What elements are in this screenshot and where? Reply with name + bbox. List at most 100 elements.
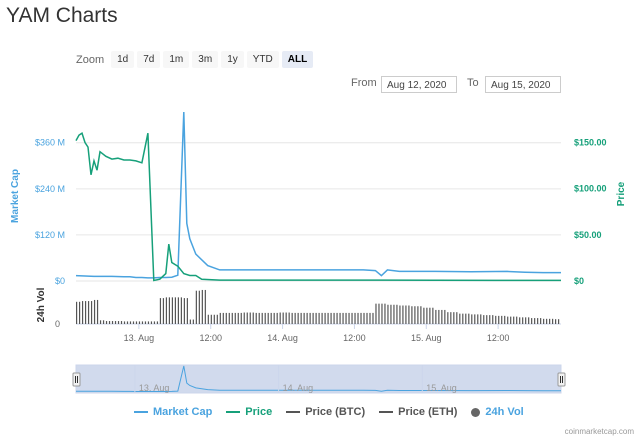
volume-bar <box>423 307 425 324</box>
volume-axis-tick-label: 0 <box>55 319 60 329</box>
volume-bar <box>525 317 527 324</box>
zoom-label: Zoom <box>76 53 105 66</box>
volume-bar <box>231 312 233 324</box>
volume-bar <box>165 297 168 324</box>
volume-bar <box>408 305 410 324</box>
price-chart[interactable]: $0 $120 M $240 M $360 M $0 $50.00 $100.00 $150.… <box>0 0 640 400</box>
left-axis-tick-label: $0 <box>55 276 65 286</box>
volume-bar <box>195 290 197 324</box>
legend-price[interactable]: Price <box>226 406 272 418</box>
volume-bar <box>153 321 156 324</box>
volume-bar <box>162 298 165 324</box>
volume-bar <box>552 318 554 324</box>
navigator-mask <box>75 364 562 394</box>
volume-bar <box>546 318 548 324</box>
from-date-input[interactable]: Aug 12, 2020 <box>381 76 457 93</box>
legend-market-cap[interactable]: Market Cap <box>134 406 212 418</box>
legend-line-icon <box>134 411 148 413</box>
volume-bar <box>495 315 497 324</box>
volume-bar <box>126 321 129 324</box>
volume-bar <box>378 303 380 324</box>
volume-bar <box>435 309 437 324</box>
volume-bar <box>357 312 359 324</box>
volume-bar <box>327 312 329 324</box>
credit-text: coinmarketcap.com <box>564 427 634 436</box>
legend-price-btc[interactable]: Price (BTC) <box>286 406 365 418</box>
volume-bar <box>132 321 135 324</box>
volume-bar <box>558 319 560 324</box>
volume-axis-title: 24h Vol <box>36 287 47 322</box>
navigator-label: 13. Aug <box>139 383 170 393</box>
volume-bar <box>384 303 386 324</box>
volume-bar <box>504 315 506 324</box>
volume-bar <box>480 314 482 324</box>
volume-bar <box>168 297 171 324</box>
volume-bar <box>267 312 269 324</box>
volume-bar <box>270 312 272 324</box>
volume-bar <box>156 321 159 324</box>
volume-bar <box>336 312 338 324</box>
volume-bar <box>105 321 108 324</box>
volume-bar <box>342 312 344 324</box>
volume-bar <box>426 307 428 324</box>
volume-bar <box>381 303 383 324</box>
volume-bar <box>489 315 491 324</box>
volume-bar <box>555 319 557 324</box>
volume-bar <box>99 320 102 324</box>
navigator-handle[interactable] <box>557 372 566 387</box>
navigator-label: 15. Aug <box>426 383 457 393</box>
volume-bar <box>78 301 81 324</box>
volume-bar <box>318 312 320 324</box>
volume-bar <box>177 297 179 324</box>
volume-bar <box>522 317 524 324</box>
legend-24h-vol[interactable]: 24h Vol <box>471 406 524 418</box>
volume-bar <box>123 321 126 324</box>
volume-bar <box>255 312 257 324</box>
volume-bar <box>291 312 293 324</box>
volume-bar <box>513 316 515 324</box>
volume-bar <box>273 312 275 324</box>
left-axis-tick-label: $240 M <box>35 184 65 194</box>
volume-bar <box>465 313 467 324</box>
zoom-3m-button[interactable]: 3m <box>192 51 219 68</box>
volume-bar <box>192 319 194 324</box>
volume-bar <box>432 307 434 324</box>
page-title: YAM Charts <box>6 4 118 27</box>
volume-bar <box>387 304 389 324</box>
zoom-7d-button[interactable]: 7d <box>137 51 161 68</box>
volume-bar <box>324 312 326 324</box>
volume-bar <box>180 297 182 324</box>
volume-bar <box>207 314 209 324</box>
volume-bar <box>399 305 401 324</box>
volume-bar <box>411 306 413 324</box>
volume-bar <box>183 298 185 324</box>
volume-bar <box>447 312 449 324</box>
volume-bar <box>429 307 431 324</box>
volume-bar <box>519 317 521 324</box>
right-axis-title: Price <box>616 181 627 206</box>
volume-bar <box>315 312 317 324</box>
volume-bar <box>213 314 215 324</box>
volume-bar <box>405 305 407 324</box>
zoom-1m-button[interactable]: 1m <box>163 51 190 68</box>
volume-bar <box>297 312 299 324</box>
volume-bar <box>507 316 509 324</box>
zoom-1d-button[interactable]: 1d <box>111 51 135 68</box>
legend-price-eth[interactable]: Price (ETH) <box>379 406 457 418</box>
left-axis-title: Market Cap <box>10 169 21 223</box>
volume-bar <box>366 312 368 324</box>
navigator-series-line <box>75 365 561 392</box>
volume-bar <box>369 312 371 324</box>
to-date-input[interactable]: Aug 15, 2020 <box>485 76 561 93</box>
volume-bar <box>372 312 374 324</box>
zoom-ytd-button[interactable]: YTD <box>246 51 279 68</box>
volume-bar <box>114 321 117 324</box>
zoom-all-button[interactable]: ALL <box>281 51 314 68</box>
volume-bar <box>363 312 365 324</box>
x-axis-tick-label: 12:00 <box>199 333 222 343</box>
legend-line-icon <box>226 411 241 413</box>
volume-bar <box>285 312 287 324</box>
navigator-handle[interactable] <box>72 372 81 387</box>
volume-bar <box>189 319 191 324</box>
zoom-1y-button[interactable]: 1y <box>221 51 244 68</box>
